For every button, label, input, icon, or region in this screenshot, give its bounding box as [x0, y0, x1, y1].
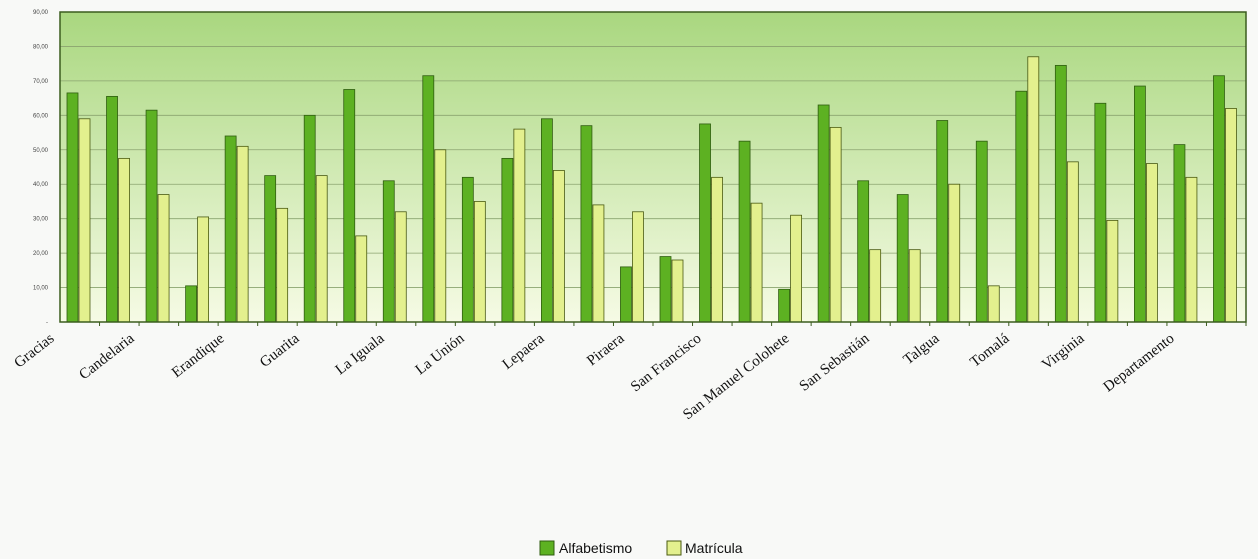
bar-matricula — [513, 128, 526, 323]
bar-alfabetismo — [461, 176, 474, 323]
y-tick-label: 70,00 — [33, 79, 49, 85]
bar-alfabetismo — [620, 266, 632, 323]
plot-area — [60, 12, 1246, 322]
y-tick-label: 20,00 — [33, 251, 49, 257]
bar-alfabetismo — [145, 109, 158, 323]
y-axis: 10,00 20,00 30,00 40,00 50,00 60,00 70,00 80,00… — [33, 10, 49, 326]
bar-alfabetismo — [1054, 64, 1067, 323]
x-tick-label: La Iguala — [333, 330, 388, 378]
bar-alfabetismo — [343, 89, 356, 323]
bar-alfabetismo — [422, 75, 435, 323]
bar-alfabetismo — [1094, 102, 1107, 323]
x-tick-label: Lepaera — [500, 330, 548, 373]
bar-matricula — [829, 126, 842, 323]
bar-matricula — [1027, 56, 1040, 323]
bar-matricula — [473, 201, 486, 323]
bar-matricula — [78, 118, 91, 323]
bar-matricula — [157, 194, 170, 323]
bar-alfabetismo — [896, 194, 909, 323]
bar-matricula — [553, 170, 565, 323]
bar-matricula — [908, 249, 921, 323]
x-tick-label: Candelaria — [76, 330, 137, 383]
y-tick-label: 10,00 — [33, 286, 49, 292]
bar-matricula — [592, 204, 605, 323]
x-tick-label: La Unión — [413, 330, 468, 378]
bar-matricula — [948, 183, 961, 323]
bar-alfabetismo — [659, 256, 672, 323]
bar-matricula — [632, 211, 644, 323]
gridlines — [60, 46, 1246, 288]
legend-swatch-alfabetismo — [539, 540, 555, 556]
bar-matricula — [1146, 163, 1158, 323]
legend-swatch-matricula — [666, 540, 682, 556]
x-tick-label: Virginia — [1039, 330, 1088, 373]
bar-matricula — [987, 285, 1000, 323]
bar-alfabetismo — [106, 95, 118, 323]
x-tick-label: Gracias — [12, 330, 58, 371]
bar-alfabetismo — [541, 118, 553, 323]
x-tick-label: San Sebastián — [797, 330, 873, 394]
bar-alfabetismo — [817, 104, 830, 323]
bar-alfabetismo — [264, 175, 277, 323]
bar-alfabetismo — [699, 123, 711, 323]
legend-label-matricula: Matrícula — [685, 540, 743, 556]
bar-matricula — [869, 249, 882, 323]
bar-alfabetismo — [1173, 144, 1186, 323]
bar-matricula — [197, 216, 210, 323]
bar-alfabetismo — [185, 285, 198, 323]
bar-alfabetismo — [303, 114, 316, 323]
bars — [66, 56, 1247, 326]
y-tick-label: 80,00 — [33, 44, 49, 50]
bar-matricula — [1185, 176, 1198, 323]
y-tick-label: 50,00 — [33, 148, 49, 154]
bar-alfabetismo — [66, 92, 79, 323]
x-axis: Gracias Candelaria Erandique Guarita La Igua… — [12, 330, 1178, 423]
x-tick-label: Erandique — [169, 330, 228, 381]
bar-alfabetismo — [1015, 90, 1028, 323]
x-tick-label: Departamento — [1101, 331, 1178, 396]
bar-alfabetismo — [224, 135, 237, 323]
bar-alfabetismo — [580, 125, 593, 323]
bar-alfabetismo — [1134, 85, 1146, 323]
bar-matricula — [1225, 108, 1237, 323]
bar-matricula — [1066, 161, 1079, 323]
plot-frame — [59, 11, 1247, 323]
y-tick-label: 30,00 — [33, 217, 49, 223]
bar-matricula — [236, 145, 249, 323]
y-tick-label: 60,00 — [33, 113, 49, 119]
bar-alfabetismo — [778, 288, 790, 323]
x-tick-label: Piraera — [584, 330, 628, 369]
bar-matricula — [355, 235, 368, 323]
legend: Alfabetismo Matrícula — [539, 540, 743, 556]
bar-alfabetismo — [1213, 75, 1225, 323]
bar-alfabetismo — [857, 180, 870, 323]
bar-matricula — [394, 211, 407, 323]
x-tick-label: Guarita — [257, 330, 303, 371]
y-tick-label: 40,00 — [33, 182, 49, 188]
bar-alfabetismo — [501, 157, 514, 323]
x-tick-label: Tomalá — [967, 330, 1012, 370]
bar-matricula — [750, 202, 763, 323]
legend-label-alfabetismo: Alfabetismo — [559, 540, 632, 556]
bar-alfabetismo — [975, 140, 988, 323]
bar-matricula — [790, 214, 802, 323]
bar-matricula — [711, 176, 723, 323]
bar-matricula — [276, 207, 289, 323]
bar-matricula — [1106, 219, 1119, 323]
bar-matricula — [671, 259, 684, 323]
x-tick-label: San Francisco — [628, 331, 704, 396]
y-tick-zero: - — [46, 320, 48, 326]
bar-matricula — [315, 175, 328, 323]
bar-alfabetismo — [382, 180, 395, 323]
bar-alfabetismo — [738, 140, 751, 323]
bar-alfabetismo — [936, 120, 949, 323]
bar-matricula — [434, 149, 447, 323]
y-tick-label: 90,00 — [33, 10, 49, 16]
bar-matricula — [118, 157, 130, 323]
x-tick-label: Talgua — [901, 330, 943, 368]
